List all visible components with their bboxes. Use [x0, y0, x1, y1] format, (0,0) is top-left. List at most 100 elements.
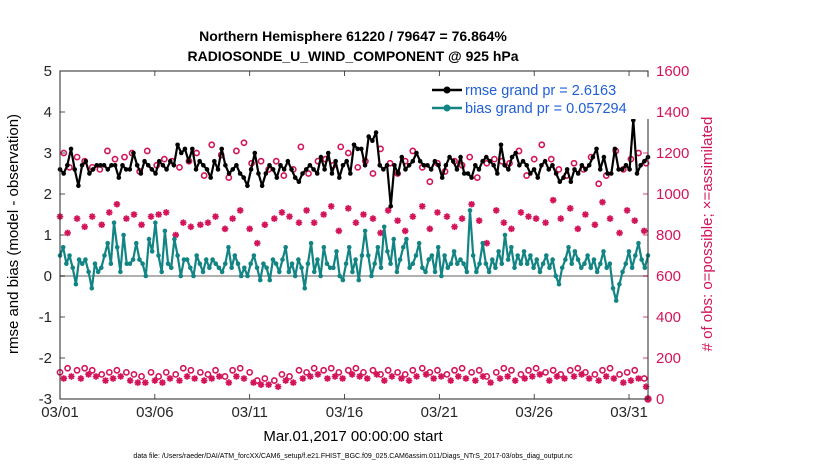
- obs-assimilated-low-point: [324, 375, 331, 382]
- rmse-series-point: [322, 167, 327, 172]
- obs-assimilated-low-point: [381, 377, 388, 384]
- bias-series-point: [261, 261, 266, 267]
- bias-series-point: [242, 265, 247, 271]
- obs-possible-low-point: [616, 370, 623, 378]
- obs-possible-low-group: [56, 364, 648, 384]
- rmse-series-point: [303, 167, 309, 172]
- bias-series-point: [613, 298, 619, 303]
- bias-series-point: [331, 265, 336, 271]
- obs-assimilated-point: [236, 207, 244, 214]
- x-tick-label: 03/11: [231, 404, 267, 421]
- obs-assimilated-low-point: [102, 377, 109, 384]
- obs-assimilated-point: [327, 203, 335, 210]
- rmse-series-point: [535, 175, 541, 180]
- rmse-series-point: [502, 163, 507, 168]
- bias-series-point: [534, 257, 540, 262]
- obs-assimilated-point: [574, 225, 582, 233]
- obs-assimilated-point: [606, 215, 614, 222]
- rmse-series-point: [171, 163, 177, 168]
- obs-possible-point: [297, 143, 305, 151]
- obs-possible-low-point: [401, 370, 409, 378]
- bias-series-point: [197, 261, 203, 267]
- legend-bias-marker: [443, 104, 451, 112]
- rmse-series-point: [450, 158, 456, 164]
- bias-series-point: [60, 245, 66, 250]
- obs-assimilated-point: [303, 207, 310, 214]
- rmse-series-point: [642, 158, 647, 164]
- bias-series-point: [207, 265, 212, 271]
- obs-possible-low-point: [320, 366, 328, 374]
- rmse-series-point: [634, 171, 640, 176]
- obs-assimilated-low-point: [578, 371, 585, 378]
- obs-possible-point: [530, 155, 538, 163]
- obs-assimilated-point: [352, 219, 360, 226]
- bias-series-point: [315, 257, 320, 262]
- rmse-series-point: [616, 167, 621, 172]
- right-y-tick-label: 1400: [656, 104, 689, 121]
- rmse-series-point: [215, 167, 221, 172]
- obs-assimilated-point: [345, 205, 352, 212]
- bias-series-point: [626, 249, 632, 254]
- obs-assimilated-low-point: [595, 377, 602, 384]
- obs-possible-low-point: [394, 368, 402, 376]
- obs-assimilated-low-point: [274, 383, 282, 390]
- rmse-series-point: [572, 167, 577, 172]
- rmse-series-point: [167, 158, 173, 164]
- rmse-series-point: [337, 175, 342, 180]
- obs-assimilated-point: [88, 213, 96, 220]
- rmse-series-point: [149, 167, 155, 172]
- bias-series-point: [124, 261, 130, 267]
- rmse-series-point: [311, 167, 316, 172]
- bias-series-point: [445, 265, 451, 271]
- obs-assimilated-point: [500, 219, 508, 226]
- rmse-series-point: [432, 158, 438, 164]
- obs-possible-low-point: [418, 364, 426, 372]
- bias-series-point: [340, 277, 346, 283]
- rmse-series-point: [263, 171, 269, 176]
- obs-assimilated-point: [599, 198, 606, 206]
- bias-series-point: [277, 269, 282, 275]
- right-y-tick-label: 400: [656, 309, 681, 326]
- bias-series-point: [521, 249, 527, 254]
- obs-possible-low-point: [179, 364, 187, 372]
- obs-assimilated-low-point: [233, 373, 240, 380]
- rmse-series-point: [142, 158, 147, 164]
- obs-assimilated-low-point: [472, 377, 479, 384]
- obs-assimilated-low-point: [151, 377, 159, 384]
- obs-assimilated-low-point: [413, 373, 420, 380]
- obs-assimilated-low-point: [216, 373, 223, 380]
- obs-assimilated-low-point: [561, 375, 568, 382]
- rmse-series-point: [506, 167, 511, 172]
- bias-series-point: [203, 257, 209, 262]
- obs-possible-low-point: [73, 366, 81, 374]
- obs-possible-low-point: [155, 373, 163, 380]
- bias-series-point: [582, 261, 587, 267]
- bias-series-point: [305, 261, 311, 267]
- rmse-series-point: [226, 171, 232, 176]
- obs-possible-low-point: [172, 370, 180, 378]
- obs-assimilated-low-point: [536, 371, 544, 378]
- obs-possible-point: [369, 170, 377, 177]
- rmse-series-point: [193, 167, 199, 172]
- bias-series-point: [394, 269, 400, 275]
- obs-possible-low-point: [352, 364, 360, 372]
- bias-series-point: [642, 265, 648, 271]
- bias-series-point: [617, 281, 622, 287]
- obs-possible-low-point: [434, 366, 441, 374]
- rmse-series-point: [127, 167, 133, 172]
- rmse-series-point: [395, 171, 401, 176]
- bias-series-point: [607, 261, 613, 267]
- obs-assimilated-low-point: [142, 379, 149, 386]
- obs-assimilated-point: [286, 213, 293, 220]
- bias-series-point: [219, 269, 225, 275]
- bias-series-point: [235, 261, 241, 267]
- left-y-tick-label: -1: [39, 309, 52, 326]
- bias-series-point: [493, 265, 498, 271]
- rmse-series-point: [381, 167, 386, 172]
- bias-series-point: [146, 236, 152, 242]
- obs-possible-low-point: [443, 370, 451, 378]
- rmse-series-point: [403, 167, 408, 172]
- bias-series-point: [257, 277, 263, 283]
- rmse-series-point: [601, 154, 607, 160]
- bias-series-point: [458, 257, 463, 262]
